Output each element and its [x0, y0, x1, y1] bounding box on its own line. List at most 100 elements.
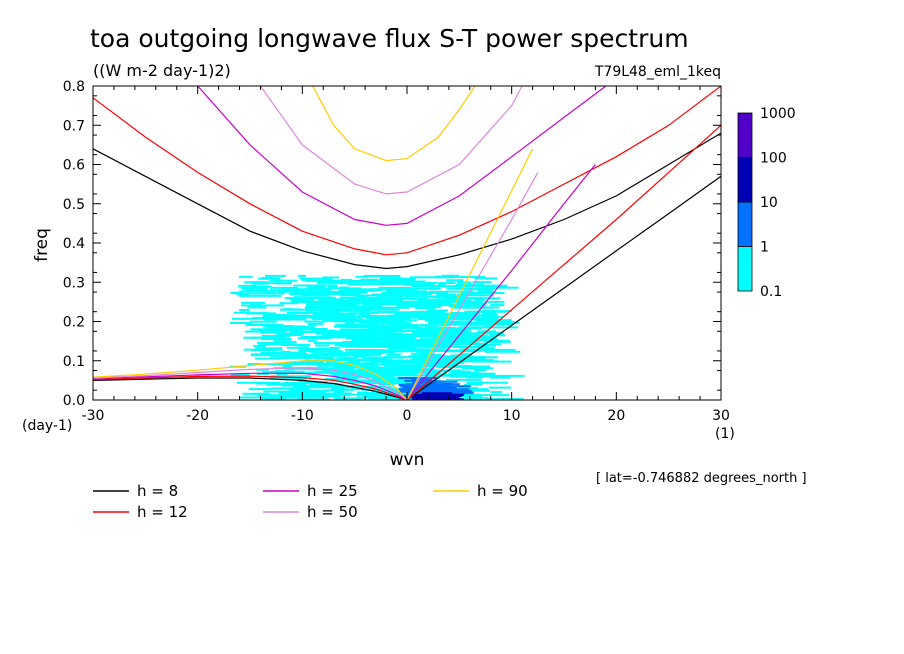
heat-cell	[343, 282, 381, 285]
heat-cell	[395, 361, 404, 364]
heat-cell	[362, 374, 397, 377]
power-heatmap	[229, 274, 525, 400]
heat-cell	[240, 396, 284, 399]
heat-cell	[387, 325, 416, 328]
heat-cell	[377, 306, 410, 309]
heat-cell	[378, 343, 400, 346]
heat-cell	[401, 316, 422, 319]
heat-cell	[450, 371, 480, 374]
heat-cell	[278, 290, 303, 293]
heat-cell	[429, 349, 459, 352]
heat-cell	[442, 274, 459, 277]
heat-cell	[247, 363, 261, 365]
dispersion-curve-rossby	[93, 372, 408, 400]
heat-cell	[354, 295, 367, 298]
heat-cell	[322, 288, 332, 291]
heat-cell	[281, 338, 291, 341]
heat-cell	[400, 305, 416, 308]
heat-cell	[482, 312, 497, 315]
heat-cell	[354, 330, 373, 332]
heat-cell	[348, 361, 361, 363]
heat-cell	[305, 308, 343, 311]
heat-cell	[357, 350, 367, 352]
y-tick-label: 0.1	[63, 354, 85, 370]
heat-cell	[490, 304, 505, 307]
heat-cell	[394, 297, 405, 300]
legend-item: h = 25	[263, 482, 358, 500]
heat-cell	[404, 287, 441, 290]
heat-cell	[488, 339, 510, 342]
heat-cell	[239, 294, 282, 297]
heat-cell	[450, 312, 477, 315]
heat-cell	[462, 336, 484, 338]
heat-cell	[343, 356, 359, 359]
legend-item: h = 12	[93, 503, 188, 521]
heat-cell	[458, 387, 479, 389]
heat-cell	[230, 322, 253, 324]
heat-cell	[270, 375, 311, 378]
heat-cell	[241, 301, 265, 304]
heat-cell	[269, 394, 304, 397]
heat-cell	[428, 338, 460, 341]
heat-cell	[411, 378, 431, 381]
heat-cell	[231, 317, 267, 320]
dispersion-curve-kelvin	[406, 172, 539, 400]
heat-cell	[459, 294, 494, 297]
heat-cell	[483, 397, 524, 400]
heat-cell	[490, 391, 503, 394]
heat-cell	[379, 377, 401, 380]
heat-cell	[316, 354, 347, 357]
heat-cell	[347, 326, 370, 328]
heat-cell	[250, 281, 265, 284]
heat-cell	[466, 343, 501, 346]
colorbar-swatch	[737, 112, 753, 158]
heat-cell	[405, 383, 414, 386]
heat-cell	[464, 310, 507, 313]
heat-cell	[383, 350, 394, 353]
dispersion-curve-inertia_gravity_n1	[197, 86, 607, 226]
heat-cell	[356, 359, 381, 362]
heat-cell	[230, 373, 250, 376]
heat-cell	[464, 383, 483, 386]
heat-cell	[348, 393, 377, 396]
heat-cell	[272, 382, 306, 385]
heat-cell	[371, 293, 405, 296]
heat-cell	[472, 375, 510, 378]
heat-cell	[425, 386, 442, 389]
dispersion-curve-kelvin	[406, 148, 534, 400]
heat-cell	[369, 288, 413, 291]
heat-cell	[282, 396, 324, 399]
heat-cell	[322, 330, 361, 333]
heat-cell	[314, 328, 323, 330]
heat-cell	[332, 319, 368, 322]
heat-cell	[374, 328, 402, 331]
heat-cell	[239, 290, 266, 293]
heat-cell	[297, 388, 310, 391]
heat-cell	[473, 368, 489, 371]
dispersion-curve-inertia_gravity_n1	[260, 86, 523, 195]
heat-cell	[429, 290, 448, 293]
heat-cell	[315, 344, 330, 347]
heat-cell	[308, 340, 317, 343]
heat-cell	[434, 296, 450, 299]
heat-cell	[311, 363, 341, 366]
heat-cell	[383, 356, 418, 359]
heat-cell	[297, 301, 339, 303]
axes: -30 -20 -10 0 10 20 30 0.0 0.1 0.2 0.3 0.4 0.5 0.6 0.7…	[63, 79, 730, 424]
dispersion-curve-rossby	[93, 377, 408, 400]
heat-cell	[310, 383, 342, 386]
heat-cell	[269, 286, 299, 289]
x-tick-label: -10	[291, 408, 314, 424]
heat-cell	[324, 378, 349, 381]
heat-cell	[326, 389, 348, 392]
heat-cell	[364, 302, 404, 305]
heat-cell	[481, 286, 519, 289]
heat-cell	[480, 347, 495, 350]
heat-cell	[421, 392, 453, 395]
heat-cell	[389, 311, 414, 314]
heat-cell	[406, 303, 448, 306]
heat-cell	[432, 385, 471, 388]
heat-cell	[355, 320, 393, 323]
heat-cell	[297, 274, 306, 277]
dispersion-curve-rossby	[93, 367, 408, 400]
